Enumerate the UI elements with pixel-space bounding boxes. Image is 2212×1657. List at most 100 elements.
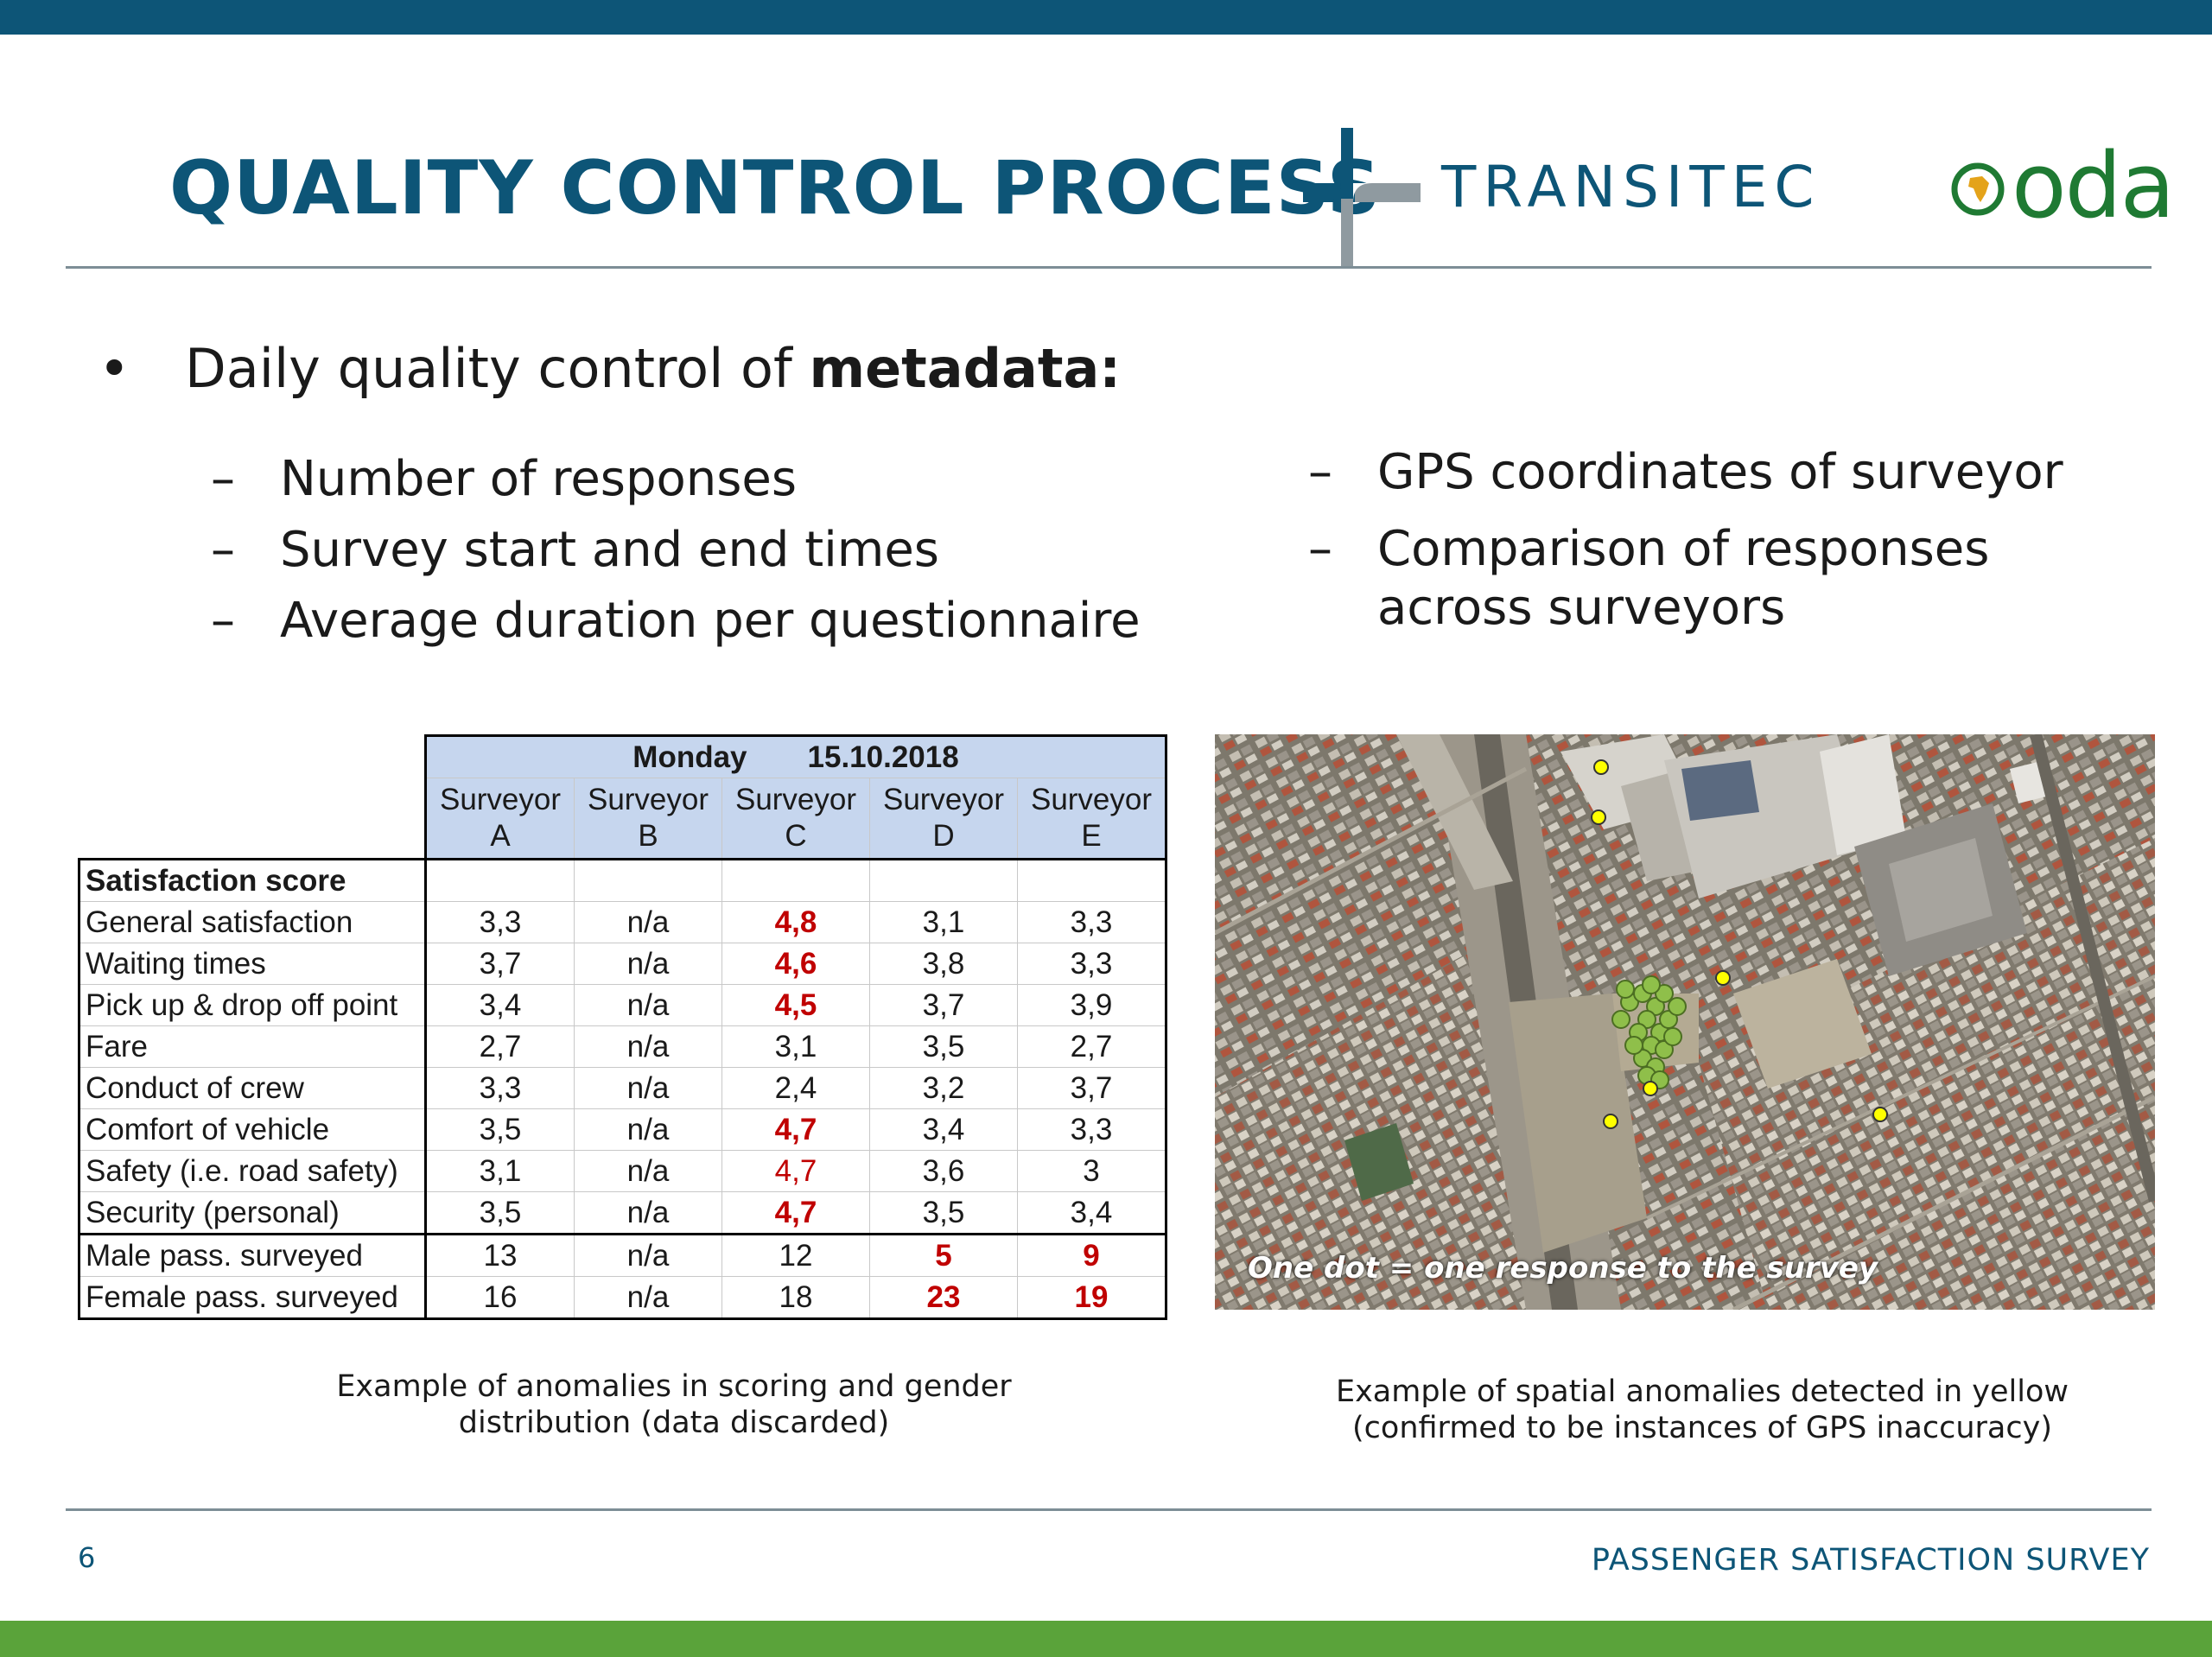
section-label: Satisfaction score [78, 858, 427, 902]
table-cell: n/a [574, 1108, 722, 1151]
africa-globe-icon [1951, 162, 2005, 216]
row-label: Safety (i.e. road safety) [78, 1150, 427, 1192]
table-cell: 3,5 [425, 1108, 575, 1151]
table-row: Waiting times 3,7 n/a 4,6 3,8 3,3 [78, 943, 1167, 985]
table-cell: n/a [574, 1025, 722, 1068]
header-divider [66, 266, 2152, 269]
oda-logo: oda [1951, 138, 2175, 233]
table-cell: 2,4 [721, 1067, 870, 1109]
table-cell: 9 [1017, 1233, 1167, 1277]
table-row: General satisfaction 3,3 n/a 4,8 3,1 3,3 [78, 901, 1167, 943]
gps-anomaly-dots [1591, 759, 1888, 1129]
main-bullet-bold: metadata: [809, 337, 1122, 400]
table-cell: 3,8 [869, 943, 1018, 985]
table-cell: 3,5 [869, 1025, 1018, 1068]
row-label: Waiting times [78, 943, 427, 985]
table-cell: 2,7 [425, 1025, 575, 1068]
table-cell: 3,5 [425, 1191, 575, 1235]
table-cell: 3,2 [869, 1067, 1018, 1109]
table-cell: 3,3 [1017, 1108, 1167, 1151]
row-label: Male pass. surveyed [78, 1233, 427, 1277]
table-cell: n/a [574, 901, 722, 943]
table-cell: 3,5 [869, 1191, 1018, 1235]
table-cell: 4,8 [721, 901, 870, 943]
table-cell: 3,4 [425, 984, 575, 1026]
dash-icon: – [211, 522, 235, 578]
map-caption: Example of spatial anomalies detected in… [1335, 1374, 2069, 1445]
table-row: Pick up & drop off point 3,4 n/a 4,5 3,7 3,9 [78, 984, 1167, 1026]
table-date-header: Monday 15.10.2018 [424, 734, 1167, 778]
table-cell: 3,7 [425, 943, 575, 985]
table-cell: 4,7 [721, 1191, 870, 1235]
table-cell: n/a [574, 1233, 722, 1277]
surveyor-header: Surveyor A [424, 778, 575, 860]
page-number: 6 [78, 1541, 96, 1574]
table-cell: 4,5 [721, 984, 870, 1026]
table-row: Fare 2,7 n/a 3,1 3,5 2,7 [78, 1025, 1167, 1068]
transitec-cross-icon [1303, 128, 1421, 266]
table-body: General satisfaction 3,3 n/a 4,8 3,1 3,3 Waiti… [78, 901, 1167, 1320]
table-cell: 3,7 [1017, 1067, 1167, 1109]
table-cell: 3,1 [721, 1025, 870, 1068]
table-cell: n/a [574, 943, 722, 985]
table-row: Comfort of vehicle 3,5 n/a 4,7 3,4 3,3 [78, 1108, 1167, 1151]
row-label: Female pass. surveyed [78, 1276, 427, 1320]
table-cell: n/a [574, 1191, 722, 1235]
sub-bullet: – Average duration per questionnaire [211, 586, 1141, 657]
satellite-image [1215, 734, 2155, 1310]
sub-bullets-right: – GPS coordinates of surveyor – Comparison… [1308, 437, 2063, 638]
bullet-dot-icon: • [99, 337, 130, 400]
table-cell: 3,3 [425, 901, 575, 943]
table-cell: 3,1 [425, 1150, 575, 1192]
table-row: Security (personal) 3,5 n/a 4,7 3,5 3,4 [78, 1191, 1167, 1235]
table-cell: 3,4 [1017, 1191, 1167, 1235]
oda-wordmark: oda [2012, 133, 2175, 238]
slide-title: QUALITY CONTROL PROCESS [169, 145, 1382, 232]
table-cell: 3,3 [1017, 943, 1167, 985]
table-cell: 16 [425, 1276, 575, 1320]
sub-bullet: – GPS coordinates of surveyor [1308, 437, 2063, 508]
row-label: Pick up & drop off point [78, 984, 427, 1026]
table-cell: 4,7 [721, 1108, 870, 1151]
row-label: Conduct of crew [78, 1067, 427, 1109]
surveyor-header: Surveyor B [574, 778, 722, 860]
table-cell: 3,7 [869, 984, 1018, 1026]
surveyor-header: Surveyor C [721, 778, 870, 860]
table-cell: 3 [1017, 1150, 1167, 1192]
table-row: Male pass. surveyed 13 n/a 12 5 9 [78, 1233, 1167, 1277]
table-section-row: Satisfaction score [78, 858, 1167, 902]
map-overlay-caption: One dot = one response to the survey [1248, 1251, 1878, 1286]
table-cell: 2,7 [1017, 1025, 1167, 1068]
sub-bullet: – Comparison of responses across surveyors [1308, 521, 1990, 636]
table-cell: 13 [425, 1233, 575, 1277]
transitec-logo: TRANSITEC [1303, 128, 1908, 266]
dash-icon: – [1308, 521, 1332, 577]
table-surveyor-row: Surveyor A Surveyor B Surveyor C Surveyor D … [79, 778, 1167, 860]
footer-title: PASSENGER SATISFACTION SURVEY [1591, 1543, 2150, 1578]
satisfaction-table-wrap: Monday 15.10.2018 Surveyor A Surveyor B Sur… [78, 734, 1167, 1320]
sub-bullets-left: – Number of responses – Survey start and e… [211, 444, 1141, 657]
row-label: Comfort of vehicle [78, 1108, 427, 1151]
table-cell: 3,4 [869, 1108, 1018, 1151]
table-cell: 3,3 [425, 1067, 575, 1109]
table-cell: 3,6 [869, 1150, 1018, 1192]
top-accent-bar [0, 0, 2212, 35]
table-cell: 19 [1017, 1276, 1167, 1320]
transitec-wordmark: TRANSITEC [1441, 154, 1821, 220]
table-caption: Example of anomalies in scoring and gend… [336, 1369, 1012, 1440]
sub-bullet: – Number of responses [211, 444, 1141, 515]
surveyor-header: Surveyor E [1017, 778, 1167, 860]
dash-icon: – [211, 593, 235, 649]
table-cell: 3,9 [1017, 984, 1167, 1026]
table-cell: n/a [574, 984, 722, 1026]
table-row: Female pass. surveyed 16 n/a 18 23 19 [78, 1276, 1167, 1320]
dash-icon: – [1308, 444, 1332, 500]
table-cell: 5 [869, 1233, 1018, 1277]
table-cell: 23 [869, 1276, 1018, 1320]
table-date-row: Monday 15.10.2018 [79, 734, 1167, 778]
gps-satellite-map: One dot = one response to the survey [1215, 734, 2155, 1310]
sub-bullet: – Survey start and end times [211, 515, 1141, 586]
surveyor-header: Surveyor D [869, 778, 1018, 860]
table-row: Safety (i.e. road safety) 3,1 n/a 4,7 3,6 3 [78, 1150, 1167, 1192]
row-label: Security (personal) [78, 1191, 427, 1235]
